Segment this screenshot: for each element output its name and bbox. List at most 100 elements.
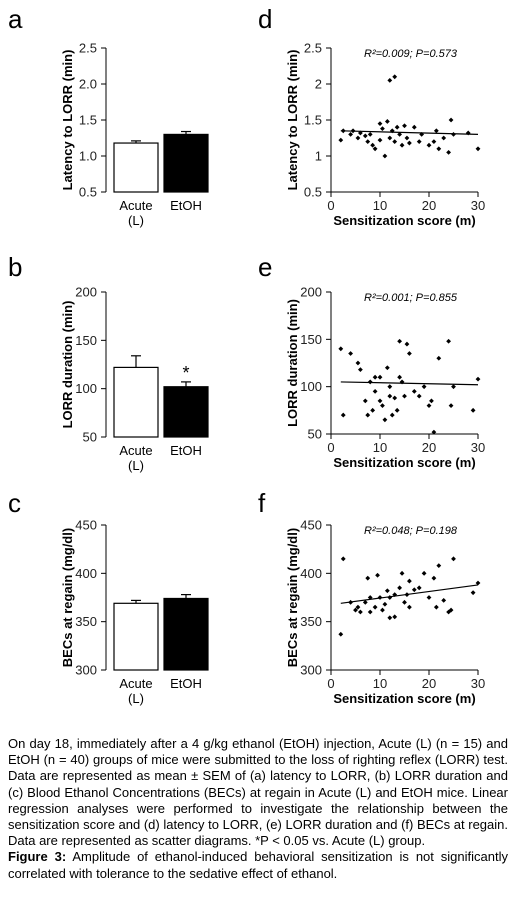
data-point bbox=[416, 139, 422, 144]
data-point bbox=[382, 153, 388, 159]
data-point bbox=[348, 132, 353, 137]
data-point bbox=[402, 123, 407, 129]
category-label: Acute bbox=[119, 198, 152, 213]
data-point bbox=[372, 604, 378, 610]
data-point bbox=[421, 570, 427, 576]
data-point bbox=[375, 572, 380, 578]
y-axis-label: LORR duration (min) bbox=[60, 301, 75, 429]
y-tick-label: 300 bbox=[300, 663, 322, 678]
data-point bbox=[365, 412, 371, 418]
figure-label: Figure 3: bbox=[8, 849, 67, 865]
data-point bbox=[392, 139, 398, 144]
y-tick-label: 2.5 bbox=[79, 41, 97, 56]
data-point bbox=[358, 609, 363, 615]
data-point bbox=[362, 133, 368, 139]
bar bbox=[113, 366, 159, 438]
data-point bbox=[372, 374, 378, 380]
data-point bbox=[384, 588, 390, 594]
y-tick-label: 0.5 bbox=[79, 185, 97, 200]
y-tick-label: 200 bbox=[75, 285, 97, 300]
data-point bbox=[387, 615, 393, 621]
data-point bbox=[387, 595, 393, 600]
data-point bbox=[384, 119, 390, 124]
data-point bbox=[394, 407, 400, 413]
data-point bbox=[470, 590, 476, 596]
data-point bbox=[392, 614, 398, 620]
x-tick-label: 10 bbox=[373, 676, 387, 691]
data-point bbox=[338, 346, 344, 352]
data-point bbox=[465, 130, 471, 136]
data-point bbox=[451, 132, 456, 137]
data-point bbox=[411, 124, 417, 130]
y-tick-label: 150 bbox=[300, 332, 322, 347]
data-point bbox=[446, 150, 451, 155]
data-point bbox=[387, 78, 393, 83]
data-point bbox=[365, 575, 371, 581]
data-point bbox=[407, 351, 412, 356]
data-point bbox=[397, 374, 402, 380]
data-point bbox=[448, 403, 454, 408]
data-point bbox=[431, 139, 437, 144]
y-tick-label: 2 bbox=[315, 77, 322, 92]
panel-letter: b bbox=[8, 252, 22, 282]
data-point bbox=[402, 393, 407, 399]
data-point bbox=[355, 135, 361, 141]
y-tick-label: 50 bbox=[308, 427, 322, 442]
data-point bbox=[380, 607, 385, 613]
data-point bbox=[387, 393, 393, 399]
data-point bbox=[426, 595, 432, 600]
data-point bbox=[441, 598, 447, 603]
data-point bbox=[421, 384, 427, 390]
data-point bbox=[448, 607, 454, 613]
y-tick-label: 1.0 bbox=[79, 149, 97, 164]
y-axis-label: LORR duration (min) bbox=[285, 299, 300, 427]
data-point bbox=[348, 599, 353, 605]
data-point bbox=[340, 412, 346, 418]
y-tick-label: 200 bbox=[300, 285, 322, 300]
regression-stats: R²=0.001; P=0.855 bbox=[364, 292, 458, 304]
regression-stats: R²=0.048; P=0.198 bbox=[364, 525, 458, 537]
regression-stats: R²=0.009; P=0.573 bbox=[364, 48, 458, 60]
category-label: (L) bbox=[128, 458, 144, 473]
y-axis-label: Latency to LORR (min) bbox=[285, 50, 300, 191]
data-point bbox=[372, 389, 378, 394]
category-label: (L) bbox=[128, 691, 144, 706]
y-tick-label: 50 bbox=[83, 430, 97, 445]
data-point bbox=[377, 137, 383, 143]
figure-caption: On day 18, immediately after a 4 g/kg et… bbox=[8, 736, 508, 882]
y-axis-label: BECs at regain (mg/dl) bbox=[285, 528, 300, 667]
data-point bbox=[475, 376, 481, 382]
bar bbox=[113, 602, 159, 671]
y-tick-label: 100 bbox=[75, 381, 97, 396]
y-tick-label: 1.5 bbox=[79, 113, 97, 128]
data-point bbox=[367, 132, 373, 137]
x-tick-label: 20 bbox=[422, 440, 436, 455]
data-point bbox=[448, 117, 454, 123]
data-point bbox=[475, 580, 481, 586]
data-point bbox=[397, 338, 402, 344]
category-label: (L) bbox=[128, 213, 144, 228]
data-point bbox=[340, 556, 346, 562]
data-point bbox=[365, 139, 371, 144]
y-tick-label: 1 bbox=[315, 149, 322, 164]
data-point bbox=[407, 140, 412, 146]
data-point bbox=[362, 398, 368, 404]
data-point bbox=[380, 403, 385, 408]
data-point bbox=[367, 595, 373, 600]
y-tick-label: 150 bbox=[75, 333, 97, 348]
data-point bbox=[407, 578, 412, 584]
panel-letter: a bbox=[8, 4, 23, 34]
data-point bbox=[389, 412, 395, 418]
data-point bbox=[367, 379, 373, 385]
y-tick-label: 400 bbox=[300, 566, 322, 581]
regression-line bbox=[340, 381, 479, 386]
data-point bbox=[407, 604, 412, 610]
x-axis-label: Sensitization score (m) bbox=[333, 691, 475, 706]
data-point bbox=[436, 146, 442, 152]
data-point bbox=[377, 121, 383, 126]
data-point bbox=[431, 429, 437, 435]
data-point bbox=[355, 604, 361, 610]
data-point bbox=[451, 384, 456, 390]
